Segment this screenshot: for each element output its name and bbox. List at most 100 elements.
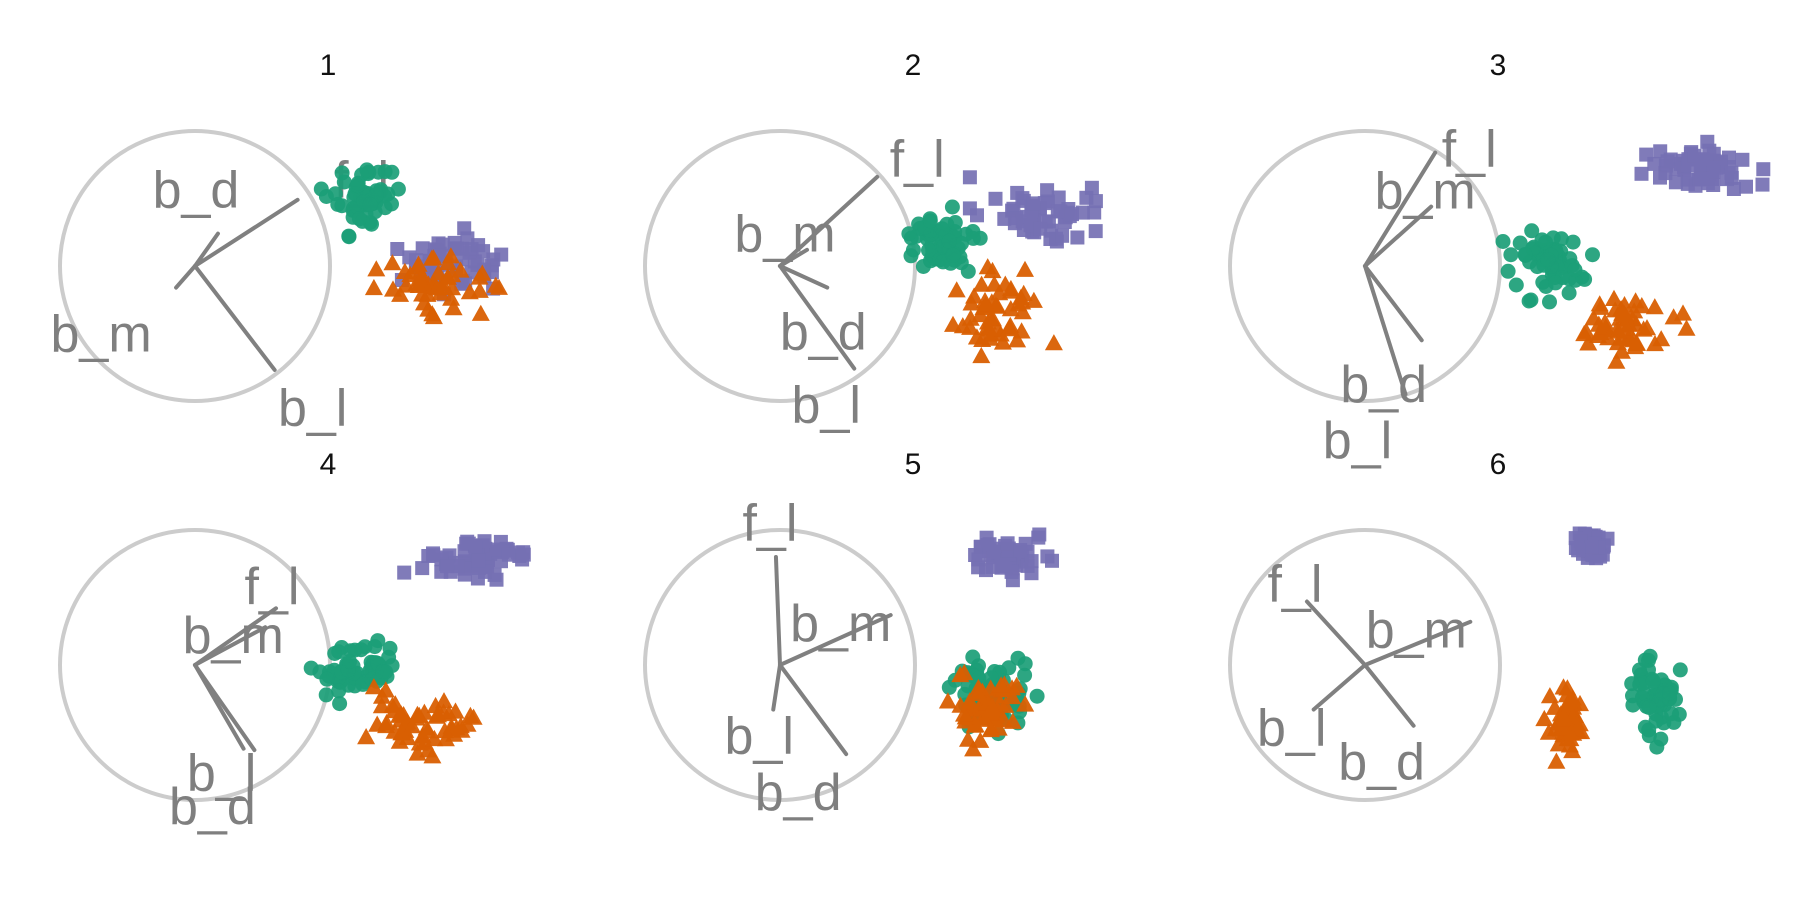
axis-label-b-m: b_m — [790, 595, 891, 653]
axis-label-b-d: b_d — [755, 764, 842, 822]
point-circle — [331, 683, 347, 699]
point-triangle — [377, 713, 396, 731]
point-circle — [921, 242, 936, 258]
axis-line-f-l — [1363, 150, 1438, 268]
point-circle — [334, 198, 350, 214]
axis-label-b-l: b_l — [1323, 412, 1392, 470]
point-square — [1037, 196, 1052, 211]
point-square — [1088, 224, 1103, 239]
axis-label-b-d: b_d — [1340, 356, 1427, 414]
point-triangle — [1624, 331, 1643, 348]
point-square — [968, 548, 983, 562]
point-square — [1040, 183, 1055, 198]
point-square — [415, 561, 430, 576]
axis-label-b-l: b_l — [792, 376, 861, 434]
axis-line-b-m — [778, 247, 809, 268]
point-triangle — [972, 275, 991, 292]
point-circle — [954, 235, 969, 251]
axis-line-b-d — [193, 663, 257, 753]
point-triangle — [413, 285, 432, 302]
point-triangle — [969, 684, 988, 701]
point-triangle — [364, 278, 383, 296]
point-square — [484, 258, 499, 273]
point-triangle — [1545, 698, 1564, 715]
point-circle — [1542, 294, 1557, 310]
point-triangle — [991, 325, 1010, 342]
point-triangle — [383, 254, 402, 271]
point-square — [1639, 147, 1654, 162]
point-triangle — [415, 294, 433, 311]
point-circle — [947, 215, 963, 230]
point-triangle — [429, 264, 448, 281]
point-triangle — [1044, 334, 1063, 351]
point-square — [1087, 205, 1102, 220]
point-circle — [903, 248, 919, 264]
point-square — [1050, 204, 1065, 219]
point-triangle — [971, 305, 990, 323]
axis-label-b-m: b_m — [734, 206, 835, 264]
point-square — [1075, 205, 1090, 220]
point-triangle — [972, 346, 991, 364]
panel-4: 4 f_lb_m b_lb_d — [58, 448, 531, 836]
axis-label-f-l: f_l — [245, 558, 300, 616]
axis-label-b-m: b_m — [1375, 162, 1476, 220]
point-square — [415, 241, 430, 256]
point-circle — [1664, 706, 1680, 722]
point-circle — [332, 696, 348, 712]
point-circle — [971, 670, 987, 686]
axis-line-b-m — [1363, 619, 1473, 667]
point-triangle — [1599, 329, 1618, 346]
point-square — [962, 170, 977, 185]
axis-label-f-l: f_l — [1442, 120, 1497, 178]
point-triangle — [981, 720, 1000, 738]
point-circle — [934, 221, 950, 237]
point-triangle — [1612, 342, 1631, 359]
point-triangle — [980, 320, 999, 337]
point-circle — [1672, 662, 1688, 678]
point-triangle — [390, 732, 409, 749]
point-square — [1088, 194, 1103, 209]
point-triangle — [1646, 334, 1664, 352]
point-square — [970, 208, 984, 223]
point-circle — [1508, 277, 1524, 293]
point-circle — [1585, 247, 1600, 263]
point-triangle — [1008, 331, 1027, 348]
point-circle — [1523, 292, 1539, 308]
point-square — [1051, 190, 1066, 205]
point-triangle — [490, 278, 508, 295]
point-square — [460, 534, 475, 549]
point-triangle — [408, 705, 427, 722]
point-triangle — [1607, 352, 1626, 369]
point-circle — [347, 642, 363, 658]
point-circle — [941, 233, 957, 249]
point-triangle — [446, 702, 465, 719]
point-square — [1680, 176, 1695, 191]
point-triangle — [976, 295, 995, 312]
point-triangle — [1561, 724, 1580, 741]
point-square — [450, 559, 465, 574]
point-circle — [983, 670, 999, 686]
axis-line-b-d — [778, 264, 830, 290]
point-circle — [1017, 656, 1033, 672]
point-triangle — [1674, 304, 1692, 321]
point-square — [1756, 162, 1771, 177]
point-triangle — [1677, 319, 1696, 336]
point-triangle — [1563, 741, 1582, 759]
axis-label-f-l: f_l — [890, 131, 945, 189]
point-square — [1070, 230, 1085, 245]
point-triangle — [955, 705, 973, 722]
axis-line-b-m — [174, 264, 197, 290]
point-square — [1660, 154, 1675, 169]
point-circle — [1553, 231, 1569, 247]
point-triangle — [1645, 298, 1664, 315]
point-triangle — [1579, 334, 1598, 351]
point-circle — [319, 671, 335, 687]
point-triangle — [1590, 295, 1609, 312]
point-square — [1040, 549, 1055, 564]
point-square — [1726, 182, 1741, 196]
point-triangle — [442, 289, 461, 306]
point-triangle — [436, 730, 455, 747]
point-triangle — [1016, 260, 1034, 277]
point-circle — [1517, 247, 1533, 262]
point-circle — [1029, 688, 1045, 704]
